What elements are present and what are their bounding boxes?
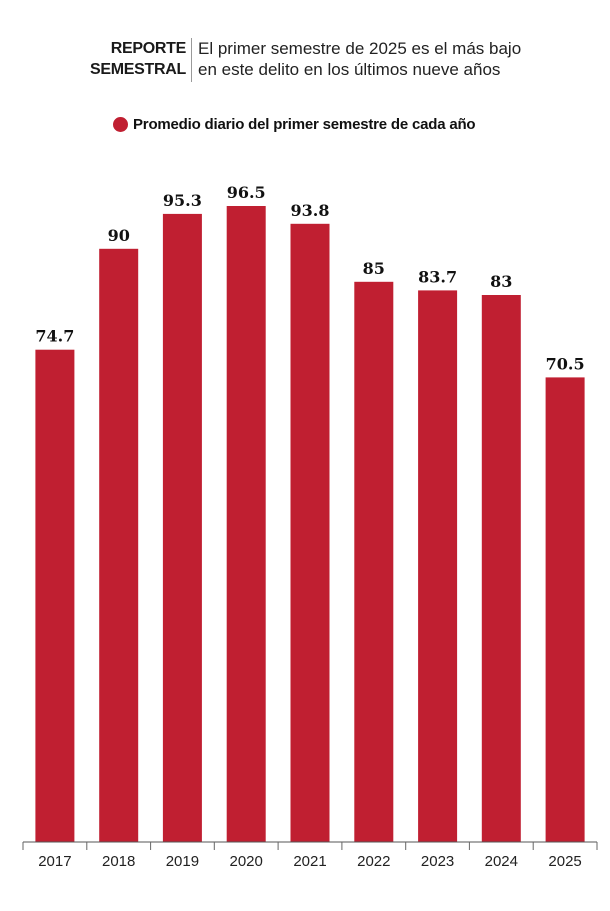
bar-2019	[162, 213, 202, 842]
x-tick-label-2018: 2018	[102, 853, 135, 870]
legend-swatch	[113, 116, 128, 132]
bar-2017	[35, 349, 75, 842]
x-tick-label-2020: 2020	[230, 853, 263, 870]
x-tick-label-2021: 2021	[293, 853, 326, 870]
bar-2024	[481, 295, 521, 842]
value-label-2024: 83	[490, 272, 512, 291]
bar-2022	[354, 281, 394, 842]
legend-label: Promedio diario del primer semestre de c…	[133, 115, 476, 133]
x-tick-label-2022: 2022	[357, 853, 390, 870]
chart-subtitle: El primer semestre de 2025 es el más baj…	[198, 38, 598, 80]
bar-2025	[545, 377, 585, 842]
x-axis-labels-group: 2017 2018 2019 2020 2021 2022 2023 2024 2025	[38, 853, 582, 870]
chart-legend: Promedio diario del primer semestre de c…	[113, 114, 476, 134]
value-labels-group: 74.7 90 95.3 96.5 93.8 85 83.7 83 70.5	[35, 183, 584, 373]
bar-2023	[418, 290, 458, 842]
subtitle-line-1: El primer semestre de 2025 es el más baj…	[198, 39, 522, 58]
value-label-2022: 85	[363, 259, 385, 278]
chart-header: REPORTE SEMESTRAL El primer semestre de …	[0, 36, 610, 86]
x-axis-ticks	[22, 842, 598, 850]
bar-2018	[99, 248, 139, 843]
x-tick-label-2017: 2017	[38, 853, 71, 870]
x-tick-label-2019: 2019	[166, 853, 199, 870]
subtitle-line-2: en este delito en los últimos nueve años	[198, 60, 501, 79]
header-divider	[191, 38, 192, 82]
value-label-2023: 83.7	[418, 267, 457, 286]
x-tick-label-2024: 2024	[485, 853, 518, 870]
bar-2020	[226, 206, 266, 842]
x-tick-label-2023: 2023	[421, 853, 454, 870]
bar-2021	[290, 223, 330, 843]
value-label-2025: 70.5	[546, 354, 585, 373]
section-kicker: REPORTE SEMESTRAL	[90, 38, 186, 80]
bars-group	[35, 206, 585, 843]
kicker-line-1: REPORTE	[110, 40, 187, 57]
kicker-line-2: SEMESTRAL	[90, 61, 186, 78]
value-label-2017: 74.7	[35, 327, 74, 346]
value-label-2020: 96.5	[227, 183, 266, 202]
x-tick-label-2025: 2025	[548, 853, 581, 870]
value-label-2019: 95.3	[163, 191, 202, 210]
value-label-2018: 90	[108, 226, 130, 245]
value-label-2021: 93.8	[291, 201, 330, 220]
